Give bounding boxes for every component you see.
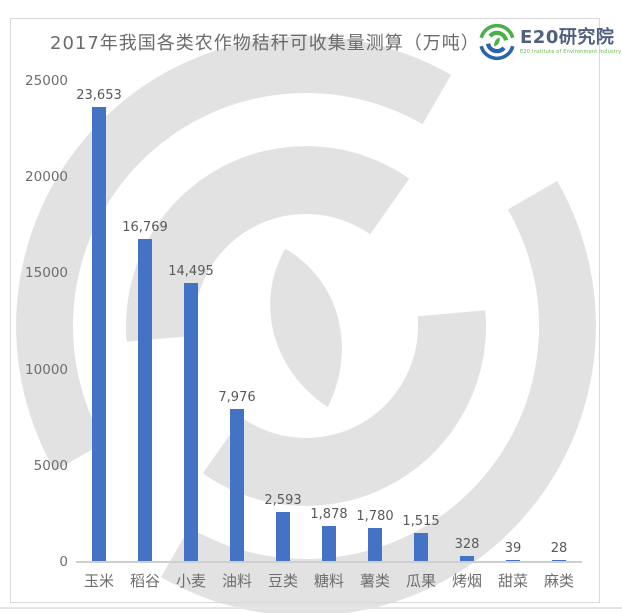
bar (368, 528, 382, 562)
bar-group: 16,769 (122, 81, 168, 562)
x-axis-label: 麻类 (543, 572, 574, 590)
bar (184, 283, 198, 562)
plot-area: 23,653 16,769 14,495 7,976 2,593 1,878 1,780 1,… (76, 81, 582, 562)
y-axis: 0 5000 10000 15000 20000 25000 (8, 73, 68, 570)
x-axis-label: 油料 (221, 572, 252, 590)
x-axis-line (76, 561, 582, 563)
bar-group: 28 (536, 81, 582, 562)
bar (276, 512, 290, 562)
bar-value-label: 328 (454, 537, 480, 552)
x-axis-label: 糖料 (313, 572, 344, 590)
bar-group: 14,495 (168, 81, 214, 562)
y-axis-tick-label: 0 (59, 554, 68, 570)
logo-name: E20研究院 (520, 27, 615, 48)
y-axis-tick-label: 15000 (25, 265, 68, 282)
bar-value-label: 16,769 (122, 220, 168, 235)
bottom-divider (0, 607, 622, 609)
bar-group: 328 (444, 81, 490, 562)
x-axis-label: 薯类 (359, 572, 390, 590)
logo-text-block: E20研究院 E20 Institute of Environment Indu… (520, 22, 622, 56)
x-axis-label: 瓜果 (405, 572, 436, 590)
bar-value-label: 7,976 (218, 390, 256, 405)
x-axis-label: 豆类 (267, 572, 298, 590)
y-axis-tick-label: 25000 (25, 73, 68, 89)
x-axis-label: 烤烟 (451, 572, 482, 590)
bar (322, 526, 336, 562)
bar (92, 107, 106, 562)
bar (230, 409, 244, 562)
x-axis-label: 稻谷 (129, 572, 160, 590)
bar-value-label: 1,878 (310, 507, 348, 522)
y-axis-tick-label: 5000 (33, 457, 68, 474)
bar-group: 1,780 (352, 81, 398, 562)
bar-group: 39 (490, 81, 536, 562)
bar (460, 556, 474, 562)
bar (414, 533, 428, 562)
e20-logo: E20研究院 E20 Institute of Environment Indu… (477, 22, 621, 62)
e20-swirl-icon (479, 23, 515, 61)
bar-value-label: 2,593 (264, 493, 302, 508)
bar-value-label: 1,515 (402, 514, 440, 529)
bar-group: 1,515 (398, 81, 444, 562)
chart-border (10, 18, 600, 603)
bar (138, 239, 152, 562)
bar-group: 2,593 (260, 81, 306, 562)
y-axis-tick-label: 20000 (25, 169, 68, 186)
x-axis: 玉米 稻谷 小麦 油料 豆类 糖料 薯类 瓜果 烤烟 甜菜 麻类 (76, 570, 582, 591)
chart-title: 2017年我国各类农作物秸秆可收集量测算（万吨） (50, 33, 480, 54)
x-axis-label: 小麦 (175, 572, 206, 590)
x-axis-label: 玉米 (83, 572, 114, 590)
bar-value-label: 23,653 (76, 88, 122, 103)
bar-group: 7,976 (214, 81, 260, 562)
x-axis-label: 甜菜 (497, 572, 528, 590)
bar-value-label: 1,780 (356, 509, 394, 524)
y-axis-tick-label: 10000 (25, 361, 68, 378)
logo-subtitle: E20 Institute of Environment Industry (520, 49, 622, 55)
bar-group: 1,878 (306, 81, 352, 562)
bar-group: 23,653 (76, 81, 122, 562)
bar-value-label: 39 (504, 541, 522, 556)
bar-value-label: 14,495 (168, 264, 214, 279)
bar-value-label: 28 (550, 541, 568, 556)
